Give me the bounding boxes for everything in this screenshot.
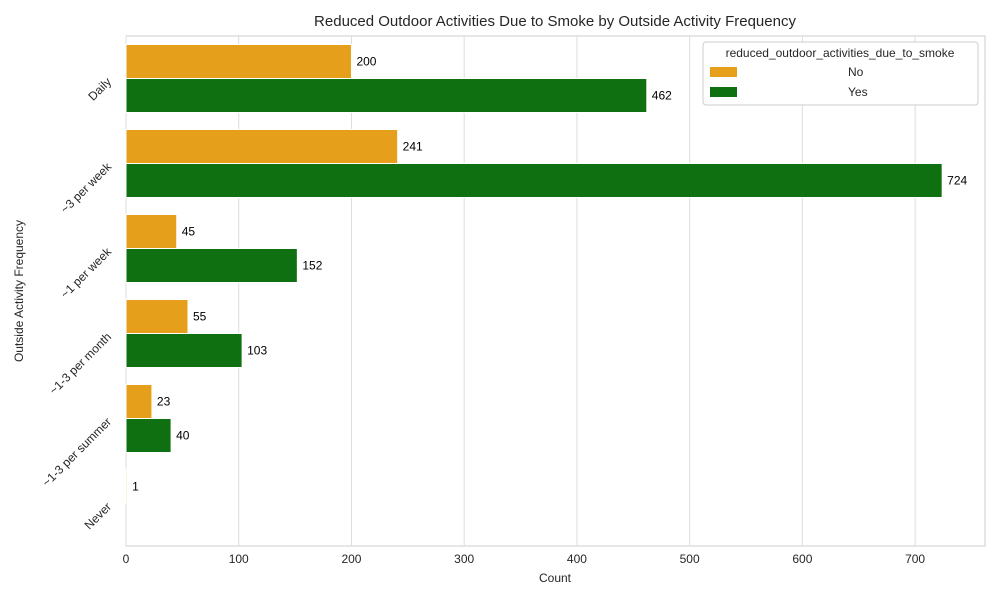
data-label: 103: [247, 344, 267, 358]
data-label: 724: [947, 174, 967, 188]
data-label: 462: [652, 89, 672, 103]
legend-box: [702, 41, 979, 106]
y-tick-label: ~1 per week: [58, 244, 115, 301]
y-tick-label: ~1-3 per summer: [39, 415, 114, 490]
data-label: 40: [176, 429, 190, 443]
data-label: 152: [302, 259, 322, 273]
y-axis-label: Outside Activity Frequency: [12, 220, 26, 362]
x-tick-label: 500: [680, 552, 700, 566]
x-tick-label: 400: [567, 552, 587, 566]
legend-swatch-no: [710, 67, 737, 77]
legend-label: No: [848, 65, 864, 79]
grid-lines: [125, 36, 916, 546]
legend-swatch-yes: [710, 87, 737, 97]
y-tick-label: ~3 per week: [58, 159, 115, 216]
x-tick-label: 600: [792, 552, 812, 566]
bar-yes-3: [125, 333, 243, 368]
bar-no-3: [125, 299, 189, 334]
x-axis-label: Count: [539, 571, 572, 585]
x-tick-label: 0: [123, 552, 130, 566]
x-tick-label: 100: [229, 552, 249, 566]
y-tick-label: ~1-3 per month: [46, 330, 114, 398]
bar-yes-2: [125, 248, 298, 283]
bar-yes-1: [125, 163, 943, 198]
data-label: 200: [356, 55, 376, 69]
chart-title: Reduced Outdoor Activities Due to Smoke …: [314, 13, 796, 30]
legend-items: No Yes: [710, 65, 868, 99]
data-label: 1: [132, 480, 139, 494]
data-label: 23: [157, 395, 171, 409]
data-label: 55: [193, 310, 207, 324]
bar-no-5: [125, 469, 128, 504]
legend: reduced_outdoor_activities_due_to_smoke …: [702, 41, 979, 106]
bar-yes-0: [125, 78, 648, 113]
bar-no-2: [125, 214, 178, 249]
bars-group: [125, 44, 943, 504]
x-tick-label: 700: [905, 552, 925, 566]
y-tick-label: Daily: [85, 75, 114, 104]
bar-no-0: [125, 44, 352, 79]
data-labels-group: 200 462 241 724 45 152 55 103 23 40 1: [132, 55, 967, 494]
x-tick-label: 300: [454, 552, 474, 566]
data-label: 45: [182, 225, 196, 239]
bar-yes-4: [125, 418, 172, 453]
y-tick-labels: Daily ~3 per week ~1 per week ~1-3 per mont…: [39, 75, 114, 533]
legend-title: reduced_outdoor_activities_due_to_smoke: [726, 46, 955, 60]
y-tick-label: Never: [82, 500, 115, 533]
bar-no-4: [125, 384, 153, 419]
data-label: 241: [403, 140, 423, 154]
bar-no-1: [125, 129, 399, 164]
plot-area: [125, 35, 986, 547]
legend-label: Yes: [848, 85, 868, 99]
x-tick-labels: 0 100 200 300 400 500 600 700: [123, 552, 926, 566]
x-tick-label: 200: [341, 552, 361, 566]
